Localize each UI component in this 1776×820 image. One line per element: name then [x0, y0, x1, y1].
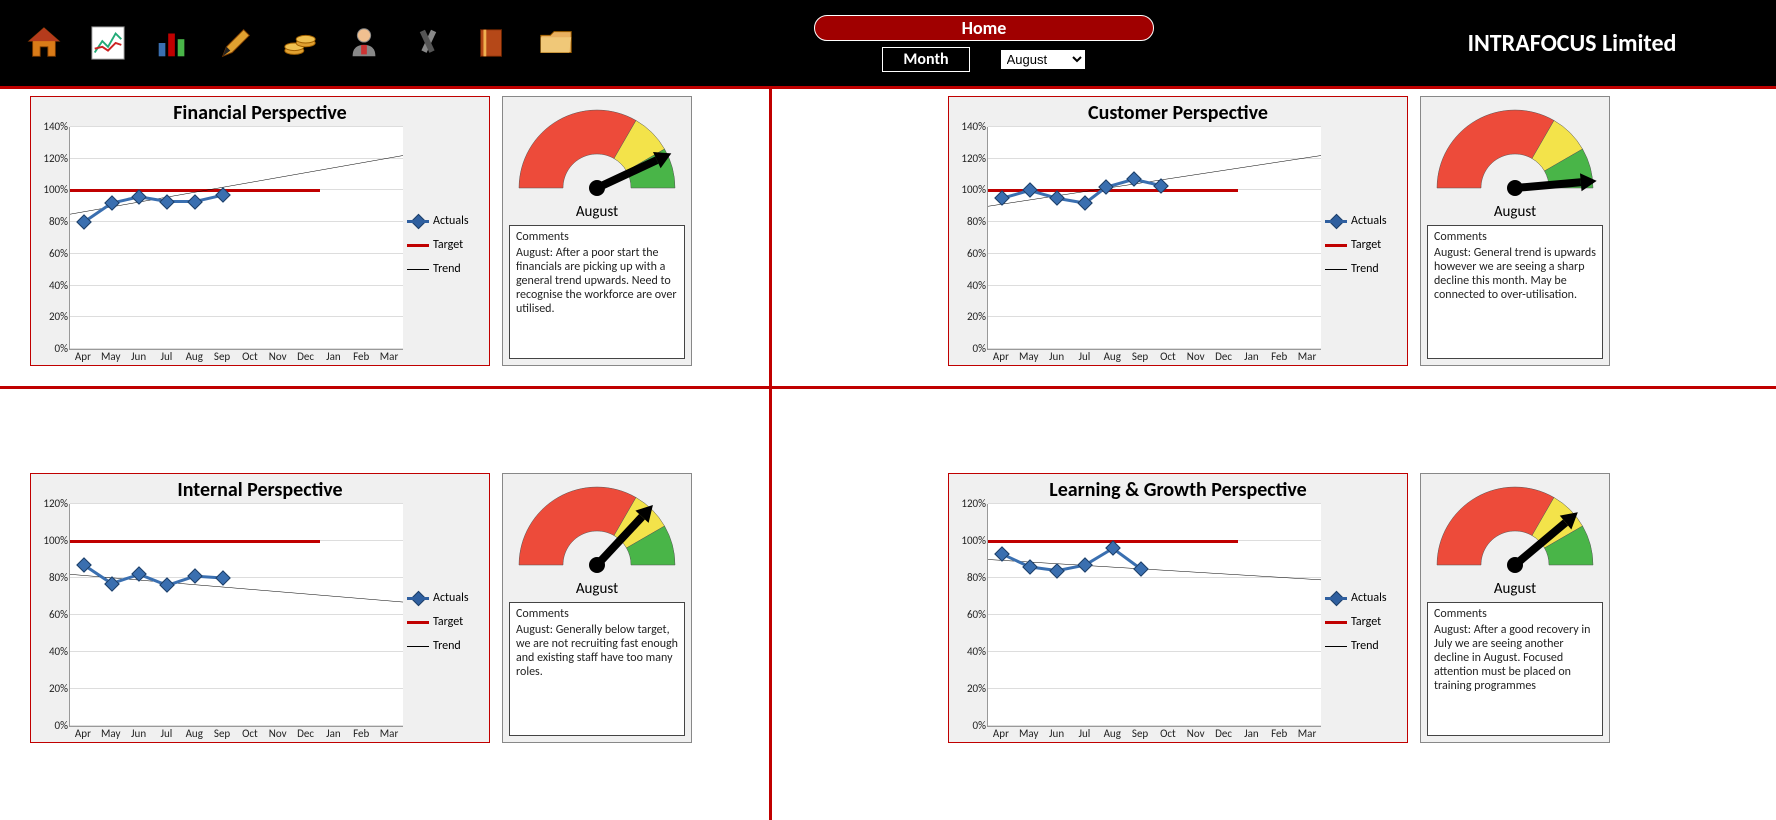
line-chart: 0%20%40%60%80%100%120%140% [69, 127, 403, 350]
chart-title: Internal Perspective [37, 478, 483, 502]
gauge-month-label: August [1494, 203, 1536, 221]
legend-target: Target [1325, 238, 1401, 252]
gauge-card: August Comments August: After a poor start… [502, 96, 692, 366]
gauge-chart [1430, 480, 1600, 576]
line-chart: 0%20%40%60%80%100%120% [987, 504, 1321, 727]
folder-icon[interactable] [536, 23, 576, 63]
company-title: INTRAFOCUS Limited [1392, 29, 1752, 58]
comments-text: August: After a good recovery in July we… [1434, 623, 1596, 693]
gauge-card: August Comments August: After a good recov… [1420, 473, 1610, 743]
chart-card: Customer Perspective0%20%40%60%80%100%12… [948, 96, 1408, 366]
panel-financial: Financial Perspective0%20%40%60%80%100%1… [0, 86, 888, 453]
chart-legend: Actuals Target Trend [403, 504, 483, 740]
legend-trend: Trend [1325, 262, 1401, 276]
month-label: Month [882, 47, 969, 72]
gauge-chart [512, 103, 682, 199]
comments-text: August: Generally below target, we are n… [516, 623, 678, 679]
month-select[interactable]: August [1000, 49, 1086, 70]
person-icon[interactable] [344, 23, 384, 63]
header-center: Home Month August [588, 15, 1380, 72]
comments-heading: Comments [1434, 607, 1596, 621]
gauge-month-label: August [576, 580, 618, 598]
legend-target: Target [407, 238, 483, 252]
comments-heading: Comments [516, 607, 678, 621]
toolbar-icon-group [24, 23, 576, 63]
legend-target: Target [1325, 615, 1401, 629]
legend-target: Target [407, 615, 483, 629]
legend-trend: Trend [1325, 639, 1401, 653]
dashboard-grid: Financial Perspective0%20%40%60%80%100%1… [0, 86, 1776, 820]
comments-box: Comments August: After a good recovery in… [1427, 602, 1603, 736]
month-selector-row: Month August [882, 47, 1085, 72]
comments-box: Comments August: Generally below target, … [509, 602, 685, 736]
chart-card: Financial Perspective0%20%40%60%80%100%1… [30, 96, 490, 366]
home-button[interactable]: Home [814, 15, 1154, 41]
pencil-icon[interactable] [216, 23, 256, 63]
legend-trend: Trend [407, 639, 483, 653]
book-icon[interactable] [472, 23, 512, 63]
legend-actuals: Actuals [407, 214, 483, 228]
top-toolbar: Home Month August INTRAFOCUS Limited [0, 0, 1776, 86]
comments-box: Comments August: General trend is upwards… [1427, 225, 1603, 359]
gauge-card: August Comments August: General trend is u… [1420, 96, 1610, 366]
comments-text: August: General trend is upwards however… [1434, 246, 1596, 302]
chart-legend: Actuals Target Trend [1321, 504, 1401, 740]
gauge-month-label: August [1494, 580, 1536, 598]
comments-heading: Comments [516, 230, 678, 244]
panel-internal: Internal Perspective0%20%40%60%80%100%12… [0, 453, 888, 820]
coins-icon[interactable] [280, 23, 320, 63]
chart-card: Internal Perspective0%20%40%60%80%100%12… [30, 473, 490, 743]
line-chart: 0%20%40%60%80%100%120% [69, 504, 403, 727]
gauge-month-label: August [576, 203, 618, 221]
chart-legend: Actuals Target Trend [1321, 127, 1401, 363]
tools-icon[interactable] [408, 23, 448, 63]
gauge-chart [512, 480, 682, 576]
home-label: Home [962, 17, 1007, 39]
gauge-chart [1430, 103, 1600, 199]
chart-title: Financial Perspective [37, 101, 483, 125]
bar-chart-icon[interactable] [152, 23, 192, 63]
legend-trend: Trend [407, 262, 483, 276]
chart-title: Learning & Growth Perspective [955, 478, 1401, 502]
panel-learning: Learning & Growth Perspective0%20%40%60%… [888, 453, 1776, 820]
chart-card: Learning & Growth Perspective0%20%40%60%… [948, 473, 1408, 743]
legend-actuals: Actuals [1325, 214, 1401, 228]
chart-legend: Actuals Target Trend [403, 127, 483, 363]
comments-box: Comments August: After a poor start the f… [509, 225, 685, 359]
home-icon[interactable] [24, 23, 64, 63]
line-chart: 0%20%40%60%80%100%120%140% [987, 127, 1321, 350]
line-chart-icon[interactable] [88, 23, 128, 63]
legend-actuals: Actuals [407, 591, 483, 605]
chart-title: Customer Perspective [955, 101, 1401, 125]
legend-actuals: Actuals [1325, 591, 1401, 605]
comments-text: August: After a poor start the financial… [516, 246, 678, 316]
gauge-card: August Comments August: Generally below ta… [502, 473, 692, 743]
panel-customer: Customer Perspective0%20%40%60%80%100%12… [888, 86, 1776, 453]
comments-heading: Comments [1434, 230, 1596, 244]
